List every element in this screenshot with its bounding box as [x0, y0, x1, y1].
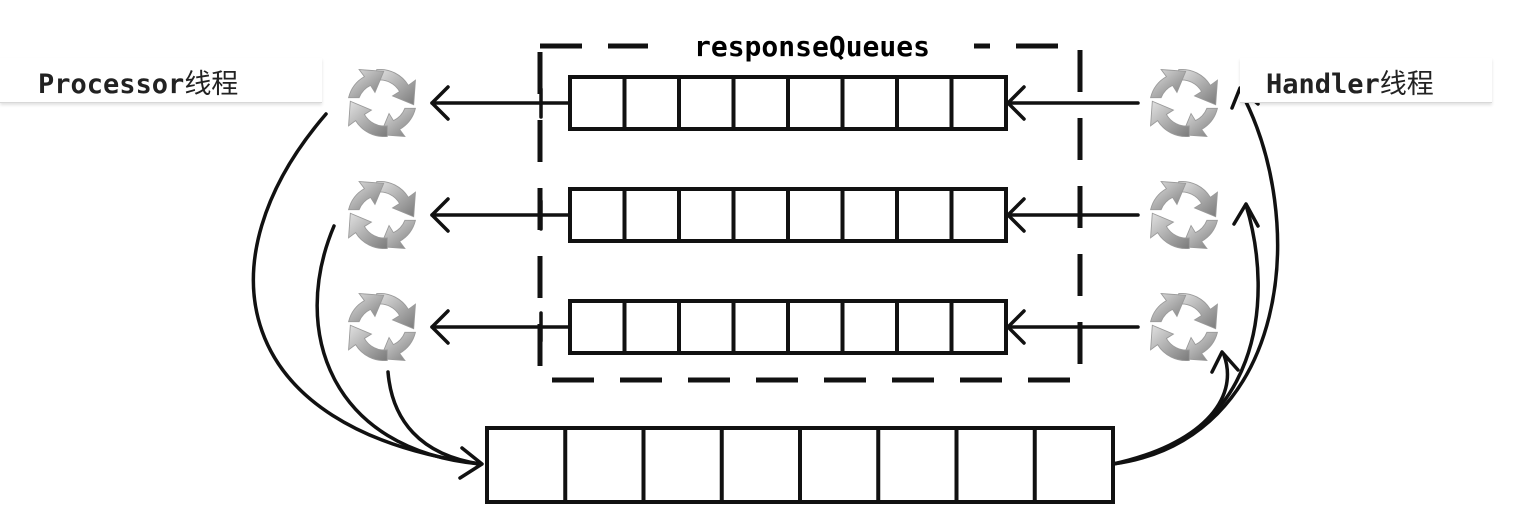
- handler-thread-icon: [1150, 68, 1218, 138]
- handler-thread-icon: [1150, 292, 1218, 362]
- arrow-head: [1006, 85, 1026, 121]
- processor-to-request-queue-arrow: [251, 112, 482, 466]
- arrow-head: [1006, 309, 1026, 345]
- processor-label-code: Processor: [38, 69, 185, 100]
- arrow-head: [430, 309, 450, 345]
- arrow-head: [1210, 350, 1240, 374]
- response-queues-title: responseQueues: [694, 30, 930, 63]
- arrow-head: [430, 85, 450, 121]
- processor-label-cn: 线程: [184, 69, 239, 100]
- arrow-head: [430, 197, 450, 233]
- request-queue-to-handler-arrow: [1111, 88, 1280, 466]
- processor-to-request-queue-arrow: [386, 370, 482, 466]
- response-queues-frame: [537, 43, 1083, 383]
- processor-thread-icon: [348, 68, 416, 138]
- processor-label: Processor线程: [0, 58, 322, 103]
- arrow-head: [1006, 197, 1026, 233]
- processor-to-request-queue-arrow: [315, 224, 482, 466]
- processor-thread-icon: [348, 180, 416, 250]
- response-queues-title-bg: [648, 26, 974, 70]
- processor-thread-icon: [348, 292, 416, 362]
- handler-label-code: Handler: [1266, 69, 1380, 100]
- request-queue-to-handler-arrow: [1111, 353, 1230, 466]
- handler-label-cn: 线程: [1379, 69, 1434, 100]
- arrow-head: [1232, 202, 1260, 228]
- handler-thread-icon: [1150, 180, 1218, 250]
- handler-label: Handler线程: [1240, 58, 1492, 103]
- arrow-head: [458, 446, 484, 480]
